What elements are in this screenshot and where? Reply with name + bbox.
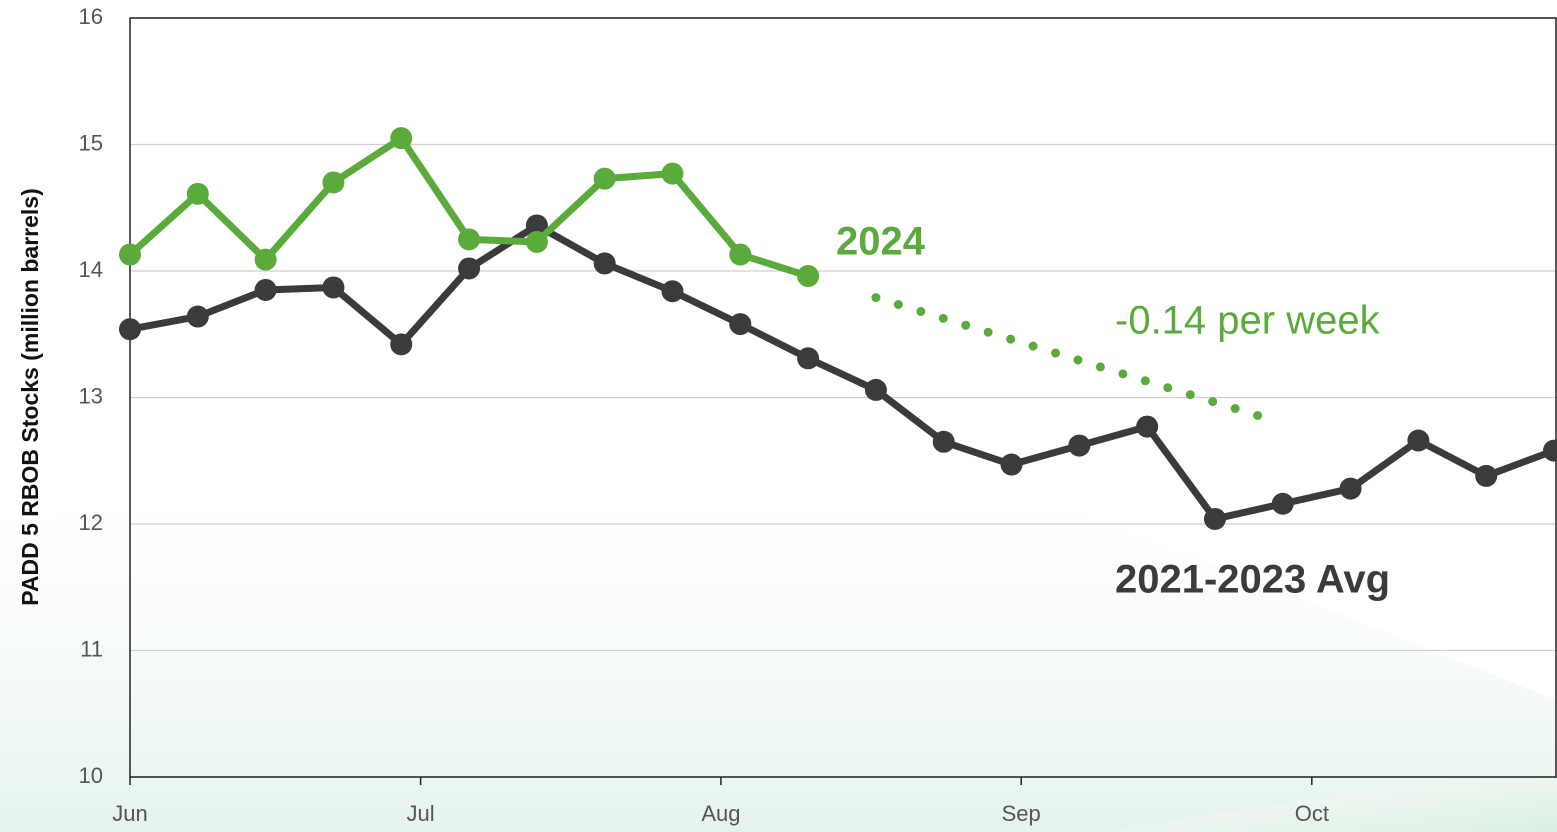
- y-tick-label: 12: [79, 510, 103, 535]
- y-tick-label: 10: [79, 763, 103, 788]
- data-point: [186, 305, 209, 328]
- data-point: [322, 171, 345, 194]
- data-point: [661, 162, 684, 185]
- x-tick-label: Jun: [112, 801, 147, 826]
- y-tick-label: 14: [79, 257, 103, 282]
- data-point: [322, 276, 345, 299]
- background-shape: [1100, 760, 1557, 832]
- data-point: [864, 378, 887, 401]
- background-shape: [0, 440, 1557, 832]
- data-point: [525, 230, 548, 253]
- x-tick-label: Jul: [407, 801, 435, 826]
- x-tick-label: Sep: [1002, 801, 1041, 826]
- series-label: -0.14 per week: [1115, 299, 1381, 343]
- y-tick-label: 13: [79, 383, 103, 408]
- data-point: [390, 333, 413, 356]
- data-point: [1475, 464, 1498, 487]
- data-point: [525, 214, 548, 237]
- data-point: [729, 243, 752, 266]
- data-point: [1271, 492, 1294, 515]
- data-point: [254, 278, 277, 301]
- y-tick-label: 16: [79, 4, 103, 29]
- data-point: [661, 280, 684, 303]
- data-point: [186, 182, 209, 205]
- data-point: [1000, 453, 1023, 476]
- series-label: 2021-2023 Avg: [1115, 558, 1390, 602]
- data-point: [593, 167, 616, 190]
- data-point: [797, 265, 820, 288]
- y-axis-label: PADD 5 RBOB Stocks (million barrels): [17, 188, 43, 606]
- data-point: [390, 127, 413, 150]
- data-point: [1407, 429, 1430, 452]
- x-tick-label: Oct: [1295, 801, 1329, 826]
- plot-frame: [129, 17, 1557, 778]
- x-tick-label: Aug: [701, 801, 740, 826]
- data-point: [458, 228, 481, 251]
- data-point: [797, 347, 820, 370]
- data-point: [254, 248, 277, 271]
- data-point: [119, 243, 141, 266]
- y-tick-label: 15: [79, 130, 103, 155]
- y-tick-label: 11: [80, 636, 103, 661]
- data-point: [729, 313, 752, 336]
- data-point: [1203, 507, 1226, 530]
- data-point: [1068, 434, 1091, 457]
- series-line: [127, 134, 810, 280]
- data-point: [1339, 477, 1362, 500]
- data-point: [458, 257, 481, 280]
- data-point: [593, 252, 616, 275]
- data-point: [119, 318, 141, 341]
- series-label: 2024: [836, 220, 926, 264]
- trend-line: [871, 293, 1278, 425]
- series-line: [129, 221, 1556, 523]
- series-group: [119, 127, 1557, 530]
- data-point: [1543, 439, 1557, 462]
- data-point: [1136, 415, 1159, 438]
- data-point: [932, 430, 955, 453]
